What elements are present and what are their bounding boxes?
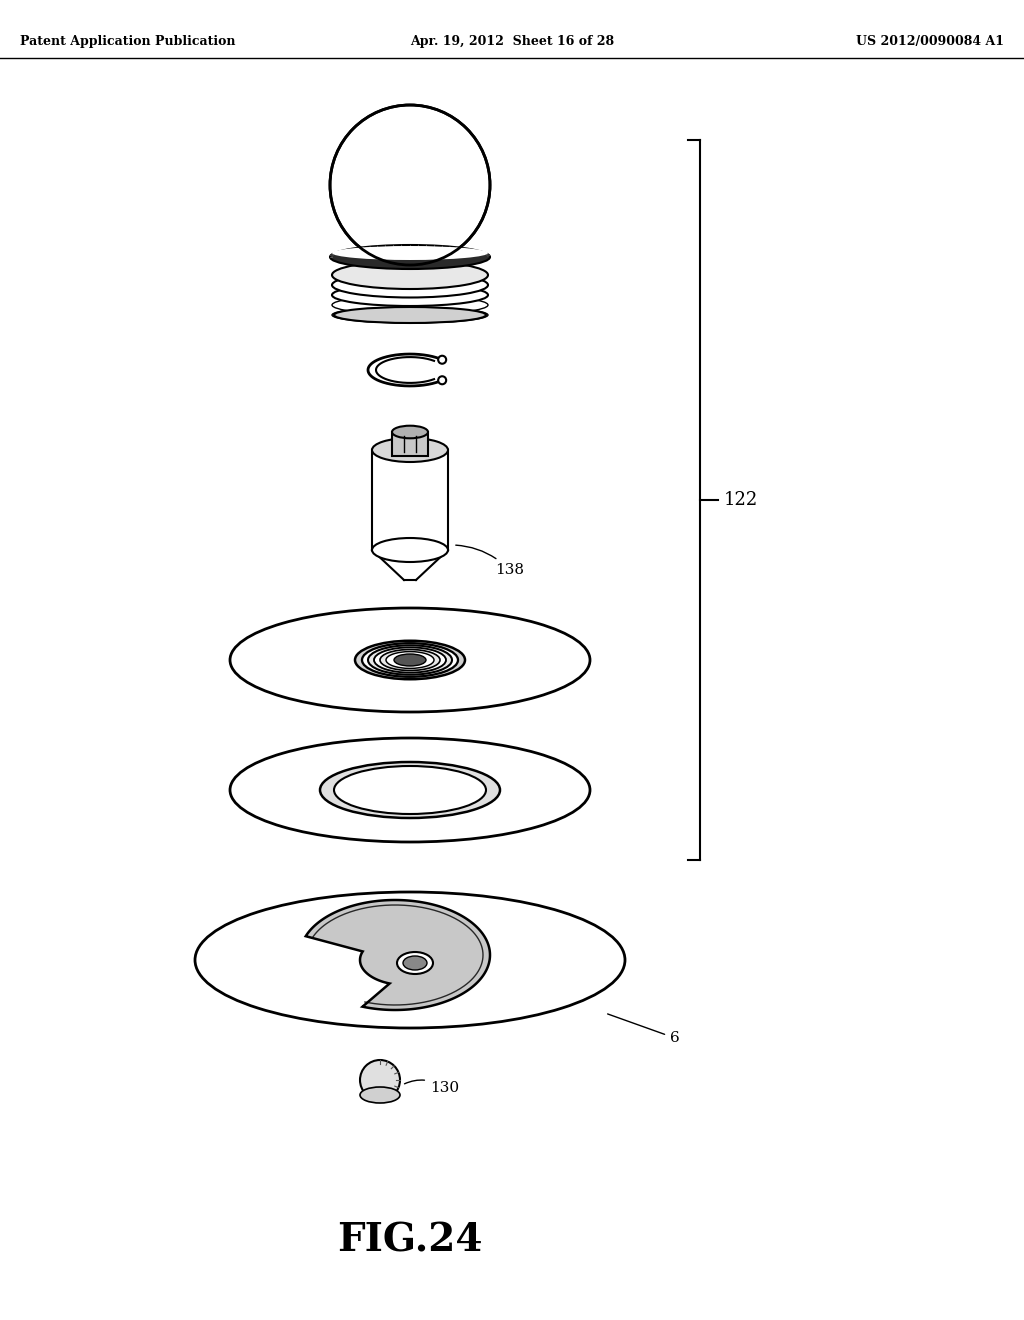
Ellipse shape [386,652,434,668]
Ellipse shape [332,272,488,297]
Ellipse shape [332,246,488,260]
Text: US 2012/0090084 A1: US 2012/0090084 A1 [856,36,1004,49]
Ellipse shape [230,738,590,842]
Ellipse shape [332,261,488,289]
Ellipse shape [394,653,426,667]
Circle shape [360,1060,400,1100]
Ellipse shape [397,952,433,974]
Ellipse shape [332,284,488,306]
Ellipse shape [334,308,486,323]
Ellipse shape [195,892,625,1028]
Polygon shape [392,432,428,455]
Ellipse shape [334,766,486,814]
Text: Patent Application Publication: Patent Application Publication [20,36,236,49]
Ellipse shape [355,640,465,680]
Ellipse shape [319,762,500,818]
Circle shape [438,356,446,364]
Ellipse shape [392,425,428,438]
Ellipse shape [368,645,452,675]
Text: 130: 130 [404,1080,459,1096]
Text: 138: 138 [456,545,524,577]
Circle shape [330,106,490,265]
Ellipse shape [362,643,458,677]
Ellipse shape [230,609,590,711]
Ellipse shape [332,296,488,314]
Text: FIG.24: FIG.24 [337,1221,482,1259]
Ellipse shape [330,246,490,269]
Polygon shape [306,900,490,1010]
Ellipse shape [380,649,440,671]
Ellipse shape [360,1086,400,1104]
Ellipse shape [403,956,427,970]
Ellipse shape [374,647,446,673]
Text: Apr. 19, 2012  Sheet 16 of 28: Apr. 19, 2012 Sheet 16 of 28 [410,36,614,49]
Circle shape [438,376,446,384]
Ellipse shape [372,539,449,562]
Text: 14: 14 [434,968,474,982]
Text: 6: 6 [607,1014,680,1045]
Ellipse shape [332,308,488,323]
Text: 122: 122 [724,491,758,510]
Ellipse shape [372,438,449,462]
